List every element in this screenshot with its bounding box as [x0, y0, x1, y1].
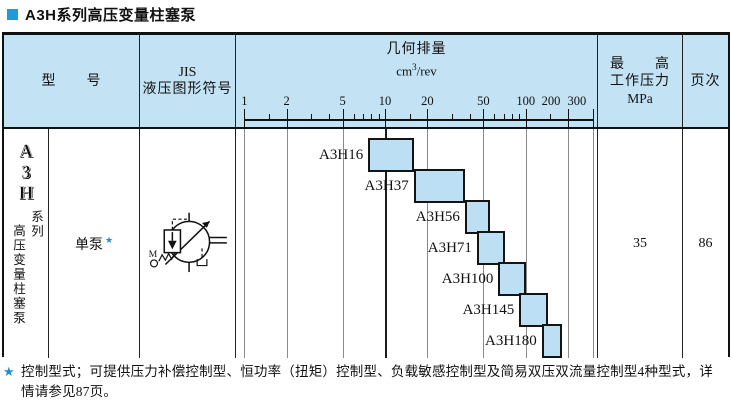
pressure-label-line2: 工作压力: [610, 73, 670, 89]
footnote: ★ 控制型式；可提供压力补偿控制型、恒功率（扭矩）控制型、负载敏感控制型及简易双…: [3, 362, 725, 401]
axis-major-tick: [568, 109, 570, 127]
chart-gridline: [244, 129, 246, 358]
displacement-bar: [464, 200, 491, 234]
bar-label: A3H56: [415, 209, 460, 225]
chart-gridline: [385, 129, 387, 358]
axis-minor-tick: [550, 114, 552, 119]
series-logo-letter: 3: [21, 162, 31, 184]
page-value: 86: [698, 235, 713, 251]
variable-pump-symbol-icon: M: [148, 212, 227, 272]
header-page: 页次: [683, 35, 728, 127]
displacement-bar: [541, 324, 562, 358]
displacement-bar: [476, 231, 505, 265]
header-jis: JIS 液压图形符号: [140, 35, 236, 127]
axis-major-tick: [525, 109, 527, 127]
chart-gridline: [592, 129, 594, 358]
title-bullet-icon: [7, 8, 18, 20]
axis-tick-label: 100: [516, 94, 536, 108]
chart-gridline: [568, 129, 570, 358]
pump-type-cell: 单泵 ★: [49, 129, 140, 358]
axis-tick-label: 5: [339, 94, 346, 108]
chart-gridline: [342, 129, 344, 358]
header-body-divider: [4, 127, 728, 129]
bar-label: A3H100: [441, 271, 494, 287]
displacement-bar: [368, 138, 414, 172]
page-title: A3H系列高压变量柱塞泵: [25, 6, 197, 24]
axis-minor-tick: [452, 114, 454, 119]
axis-minor-tick: [503, 114, 505, 119]
axis-major-tick: [286, 109, 288, 127]
axis-minor-tick: [494, 114, 496, 119]
bar-label: A3H16: [319, 147, 364, 163]
series-logo-letter: A: [19, 141, 33, 163]
axis-minor-tick: [469, 114, 471, 119]
svg-text:M: M: [148, 248, 157, 259]
axis-tick-label: 10: [378, 94, 392, 108]
displacement-axis: 1 2 5 10 20 50 100 200 300: [236, 35, 597, 127]
axis-minor-tick: [269, 114, 271, 119]
chart-gridline: [286, 129, 288, 358]
pressure-label-line3: MPa: [627, 90, 653, 106]
page-cell: 86: [683, 129, 728, 358]
displacement-title: 几何排量: [386, 42, 447, 57]
header-max-pressure: 最 高 工作压力 MPa: [598, 35, 683, 127]
axis-minor-tick: [329, 114, 330, 119]
axis-tick-label: 2: [283, 94, 290, 108]
series-suffix-vertical: 系列: [29, 210, 43, 239]
displacement-chart-cell: A3H16 A3H37 A3H56 A3H71 A3H100 A3H145 A3H180: [236, 129, 598, 358]
header-jis-line2: 液压图形符号: [142, 82, 233, 97]
displacement-chart: A3H16 A3H37 A3H56 A3H71 A3H100 A3H145 A3H180: [236, 129, 597, 358]
axis-minor-tick: [512, 114, 514, 119]
displacement-bar: [498, 262, 526, 296]
axis-tick-label: 1: [241, 94, 248, 108]
header-model-label: 型 号: [41, 73, 102, 89]
bar-label: A3H180: [485, 333, 537, 349]
axis-minor-tick: [378, 114, 380, 119]
pressure-value: 35: [633, 235, 647, 251]
header-model: 型 号: [4, 35, 140, 127]
header-displacement: 几何排量 cm3/rev 1 2 5 10 20 50 100 200 300: [236, 35, 598, 127]
axis-major-tick: [592, 109, 594, 127]
axis-minor-tick: [409, 114, 411, 119]
axis-tick-label: 50: [477, 94, 490, 108]
catalog-table: 型 号 JIS 液压图形符号 几何排量 cm3/rev 1 2 5 10 20 50 100…: [2, 32, 730, 358]
axis-minor-tick: [311, 114, 313, 119]
chart-gridline: [525, 129, 527, 358]
axis-major-tick: [244, 109, 246, 127]
header-jis-line1: JIS: [178, 65, 197, 80]
axis-minor-tick: [371, 114, 373, 119]
axis-major-tick: [427, 109, 429, 127]
pressure-cell: 35: [598, 129, 683, 358]
displacement-bar: [413, 169, 465, 203]
page-label: 页次: [690, 73, 721, 89]
page-title-row: A3H系列高压变量柱塞泵: [7, 3, 196, 25]
displacement-unit: cm3/rev: [396, 62, 437, 79]
pump-type-star-icon: ★: [104, 234, 114, 245]
bar-label: A3H145: [462, 302, 515, 318]
axis-major-tick: [483, 109, 485, 127]
footnote-star-icon: ★: [3, 364, 15, 379]
axis-line: [244, 119, 593, 121]
jis-symbol-cell: M: [140, 129, 236, 358]
pressure-label-line1: 最 高: [610, 56, 670, 72]
displacement-bar: [519, 293, 549, 327]
series-name-vertical: 高压变量柱塞泵: [11, 224, 25, 326]
axis-minor-tick: [353, 114, 355, 119]
bar-label: A3H71: [427, 240, 472, 256]
bar-label: A3H37: [364, 178, 409, 194]
pump-type-label: 单泵 ★: [74, 234, 114, 253]
axis-minor-tick: [363, 114, 365, 119]
series-logo-letter: H: [18, 183, 34, 205]
axis-tick-label: 300: [567, 94, 587, 108]
axis-tick-label: 20: [421, 94, 434, 108]
chart-gridline: [427, 129, 429, 358]
axis-minor-tick: [519, 114, 521, 119]
axis-major-tick: [342, 109, 344, 127]
axis-major-tick: [385, 109, 386, 127]
axis-tick-label: 200: [541, 94, 561, 108]
footnote-text: 控制型式；可提供压力补偿控制型、恒功率（扭矩）控制型、负载敏感控制型及简易双压双…: [21, 364, 713, 399]
